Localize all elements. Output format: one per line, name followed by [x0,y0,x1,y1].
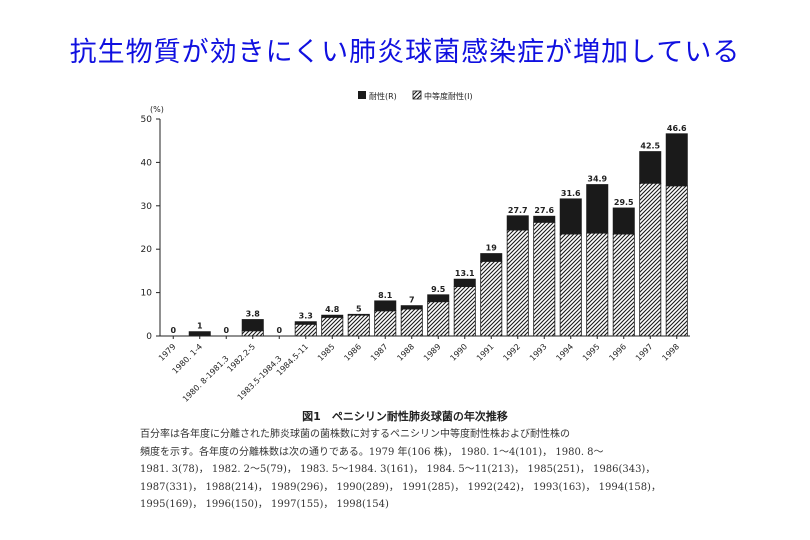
x-tick-label: 1985 [316,342,337,363]
bar-resistant [241,319,264,332]
bar-intermediate [294,323,317,337]
bar-total-label: 0 [276,326,282,335]
bar-resistant [294,321,317,325]
y-tick-label: 20 [141,245,153,255]
bar-resistant [427,294,450,303]
x-tick-label: 1994 [554,342,575,363]
y-tick-label: 10 [141,289,153,299]
x-tick-label: 1996 [607,342,628,363]
x-tick-label: 1992 [501,342,522,363]
bar-resistant [639,151,662,184]
bar-resistant [586,184,609,234]
note-line: 百分率は各年度に分離された肺炎球菌の菌株数に対するペニシリン中等度耐性株および耐… [140,429,570,440]
bar-resistant [612,207,635,235]
bar-intermediate [321,316,344,337]
bar-total-label: 27.7 [508,206,528,215]
bar-total-label: 27.6 [534,206,554,215]
bar-intermediate [612,233,635,337]
y-axis: 0 10 20 30 40 50 [141,115,161,342]
bar-total-label: 3.3 [299,312,313,321]
legend-label-resistant: 耐性(R) [369,91,397,101]
bar-total-label: 31.6 [561,189,581,198]
bar-intermediate [427,301,450,337]
bar-intermediate [559,233,582,337]
x-tick-label: 1989 [422,342,443,363]
bar-intermediate [586,232,609,337]
bar-intermediate [241,330,264,337]
bar-resistant [533,215,556,223]
bar-intermediate [533,221,556,337]
x-tick-label: 1986 [342,342,363,363]
x-tick-label: 1988 [395,342,416,363]
y-tick-label: 30 [141,202,153,212]
bar-total-label: 34.9 [587,175,607,184]
bar-total-label: 3.8 [246,310,261,319]
y-tick-label: 0 [146,332,152,342]
bar-total-label: 29.5 [614,198,634,207]
bars: 0 1 0 3.8 0 3.3 4.8 5 8.1 7 9.5 13.1 19 27.7 27.6 31.6 3… [170,124,688,337]
x-tick-label: 1991 [475,342,496,363]
bar-total-label: 0 [170,326,176,335]
y-tick-label: 50 [141,115,153,125]
y-tick-label: 40 [141,158,153,168]
bar-resistant [506,215,529,231]
x-tick-label: 1982.2-5 [225,342,257,374]
bar-intermediate [506,229,529,337]
bar-intermediate [639,182,662,337]
bar-total-label: 13.1 [455,269,475,278]
note-line: 1987(331)， 1988(214)， 1989(296)， 1990(28… [140,481,661,493]
bar-total-label: 9.5 [431,285,446,294]
bar-intermediate [400,308,423,337]
slide-title: 抗生物質が効きにくい肺炎球菌感染症が増加している [69,37,741,68]
bar-resistant [374,300,397,312]
legend-swatch-intermediate [412,90,422,100]
bar-intermediate [480,260,503,337]
note-line: 頻度を示す。各年度の分離株数は次の通りである。1979 年(106 株)， 19… [140,446,604,458]
bar-total-label: 8.1 [378,291,393,300]
bar-intermediate [453,286,476,337]
x-tick-label: 1993 [528,342,549,363]
bar-total-label: 5 [356,304,362,313]
y-axis-unit: (%) [150,105,164,114]
figure-note: 百分率は各年度に分離された肺炎球菌の菌株数に対するペニシリン中等度耐性株および耐… [140,426,700,514]
bar-resistant [347,313,370,316]
bar-resistant [559,198,582,235]
bar-total-label: 46.6 [667,124,687,133]
bar-resistant [188,331,211,337]
bar-resistant [453,278,476,287]
x-tick-label: 1997 [634,342,655,363]
chart-legend: 耐性(R) 中等度耐性(I) [358,90,473,101]
bar-resistant [321,314,344,318]
legend-label-intermediate: 中等度耐性(I) [424,91,473,101]
note-line: 1981. 3(78)， 1982. 2～5(79)， 1983. 5～1984… [140,464,656,475]
bar-total-label: 4.8 [325,305,340,314]
bar-total-label: 0 [223,326,229,335]
x-tick-label: 1998 [660,342,681,363]
bar-intermediate [665,185,688,337]
bar-total-label: 7 [409,296,415,305]
x-tick-label: 1995 [581,342,602,363]
bar-total-label: 42.5 [640,142,660,151]
x-tick-label: 1979 [157,342,178,363]
bar-total-label: 1 [197,322,203,331]
x-tick-label: 1987 [369,342,390,363]
bar-resistant [400,305,423,310]
bar-intermediate [347,314,370,337]
note-line: 1995(169)， 1996(150)， 1997(155)， 1998(15… [140,499,389,510]
bar-resistant [665,133,688,187]
figure-caption: 図1 ペニシリン耐性肺炎球菌の年次推移 [302,410,508,423]
bar-total-label: 19 [486,244,498,253]
legend-swatch-resistant [358,91,366,99]
bar-intermediate [374,310,397,337]
bar-resistant [480,253,503,262]
x-tick-label: 1990 [448,342,469,363]
